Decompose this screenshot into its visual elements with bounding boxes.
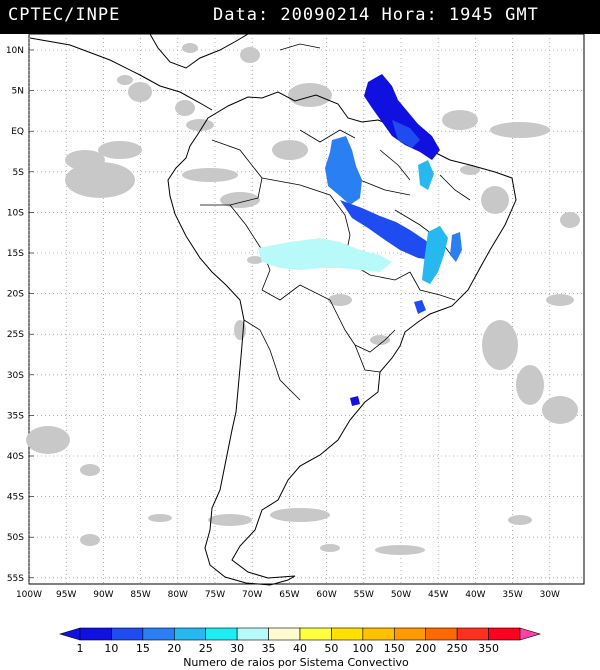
colorbar-label: 15	[136, 642, 150, 655]
lat-label: 50S	[7, 533, 24, 543]
lon-label: 95W	[56, 590, 76, 600]
colorbar-swatch	[425, 627, 458, 641]
colorbar-swatch	[456, 627, 489, 641]
lat-label: EQ	[11, 127, 24, 137]
colorbar-label: 25	[199, 642, 213, 655]
lat-label: 10S	[7, 208, 24, 218]
system-para-west	[325, 136, 362, 205]
lon-label: 80W	[168, 590, 188, 600]
map-frame	[28, 34, 585, 585]
colorbar-swatch	[393, 627, 427, 641]
lat-label: 15S	[7, 249, 24, 259]
lon-label: 70W	[242, 590, 262, 600]
colorbar-swatch	[142, 627, 175, 641]
colorbar-arrow-right	[519, 627, 542, 641]
system-para-north	[392, 120, 420, 148]
lat-label: 10N	[6, 46, 24, 56]
colorbar-swatch	[362, 627, 395, 641]
colorbar-label: 20	[167, 642, 181, 655]
colorbar-title: Numero de raios por Sistema Convectivo	[183, 656, 409, 669]
lon-label: 100W	[16, 590, 42, 600]
system-minas	[414, 300, 426, 314]
colorbar-label: 250	[447, 642, 468, 655]
colorbar-swatch	[111, 627, 144, 641]
system-goias-east	[422, 226, 448, 284]
lat-label: 20S	[7, 290, 24, 300]
colorbar-swatch	[299, 627, 332, 641]
colorbar-label: 200	[415, 642, 436, 655]
colorbar-label: 100	[352, 642, 373, 655]
colorbar-label: 35	[262, 642, 276, 655]
colorbar-swatch	[236, 627, 269, 641]
lat-label: 5S	[13, 168, 25, 178]
lon-label: 90W	[93, 590, 113, 600]
system-uruguay	[350, 396, 360, 406]
colorbar-swatch	[488, 627, 521, 641]
lon-label: 40W	[465, 590, 485, 600]
colorbar-label: 50	[324, 642, 338, 655]
system-bahia	[450, 232, 462, 262]
lon-label: 45W	[428, 590, 448, 600]
datetime-label: Data: 20090214 Hora: 1945 GMT	[213, 5, 539, 25]
lon-label: 50W	[391, 590, 411, 600]
lon-label: 55W	[354, 590, 374, 600]
longitude-labels: 100W 95W 90W 85W 80W 75W 70W 65W 60W 55W 50W 45W 40W…	[16, 590, 560, 600]
system-tocantins	[340, 200, 438, 260]
system-maranhao	[418, 160, 434, 190]
lon-label: 65W	[279, 590, 299, 600]
system-amapa	[364, 74, 440, 160]
lat-label: 55S	[7, 574, 24, 584]
map-header: CPTEC/INPE Data: 20090214 Hora: 1945 GMT	[0, 0, 600, 34]
colorbar-swatch	[268, 627, 301, 641]
colorbar-arrow-left	[58, 627, 81, 641]
lightning-systems	[258, 74, 462, 406]
lat-label: 5N	[12, 87, 24, 97]
lat-label: 45S	[7, 493, 24, 503]
colorbar-label: 30	[230, 642, 244, 655]
lon-label: 60W	[316, 590, 336, 600]
colorbar-label: 10	[104, 642, 118, 655]
colorbar-swatch	[79, 627, 112, 641]
agency-label: CPTEC/INPE	[8, 5, 121, 25]
system-mato-grosso	[258, 238, 392, 272]
latitude-labels: 10N 5N EQ 5S 10S 15S 20S 25S 30S 35S 40S 45S 50S 55S	[6, 46, 24, 584]
lon-label: 85W	[130, 590, 150, 600]
colorbar-label: 150	[384, 642, 405, 655]
lat-label: 35S	[7, 411, 24, 421]
cloud-cover	[26, 43, 580, 555]
lon-label: 30W	[540, 590, 560, 600]
central-america-coastline	[29, 34, 249, 111]
colorbar-swatch	[173, 627, 207, 641]
lightning-map: 10N5NEQ5S10S15S20S25S30S35S40S45S50S55S …	[6, 34, 585, 669]
colorbar-label: 40	[293, 642, 307, 655]
colorbar-swatch	[331, 627, 364, 641]
lon-label: 75W	[205, 590, 225, 600]
lon-label: 35W	[502, 590, 522, 600]
lat-label: 25S	[7, 330, 24, 340]
colorbar-swatch	[205, 627, 238, 641]
colorbar-label: 350	[478, 642, 499, 655]
lat-label: 40S	[7, 452, 24, 462]
colorbar-label: 1	[77, 642, 84, 655]
caribbean-islands	[279, 43, 321, 51]
colorbar: 1 10 15 20 25 30 35 40 50 100 150 200 250 350	[58, 627, 542, 655]
lat-label: 30S	[7, 371, 24, 381]
